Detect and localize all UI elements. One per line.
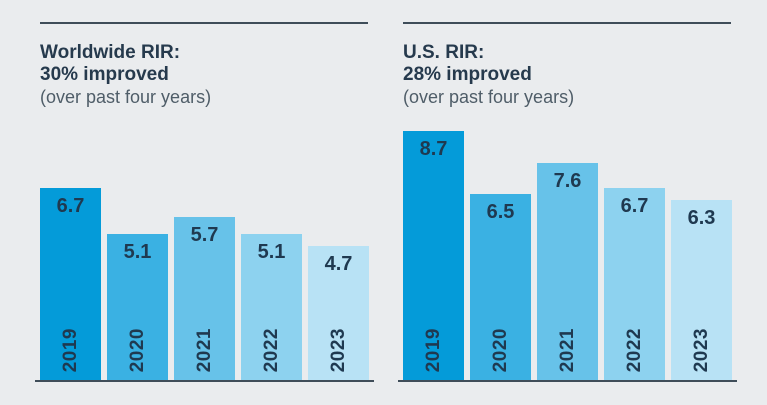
worldwide-bar-group: 6.7 2019 5.1 2020 5.7 2021 5.1 2022 4.7 2023 — [40, 188, 369, 380]
worldwide-title-block: Worldwide RIR: 30% improved (over past f… — [40, 42, 211, 109]
bar-year-label: 2023 — [327, 327, 349, 372]
bar-value-label: 5.1 — [257, 241, 286, 264]
bar-value-label: 6.7 — [620, 195, 649, 218]
us-x-axis-line — [398, 380, 737, 382]
bar-value-label: 6.3 — [687, 206, 716, 229]
bar-year-label: 2021 — [556, 327, 578, 372]
us-bar-group: 8.7 2019 6.5 2020 7.6 2021 6.7 2022 6.3 2023 — [403, 131, 732, 380]
bar-value-label: 5.1 — [123, 241, 152, 264]
worldwide-subtitle: (over past four years) — [40, 87, 212, 107]
bar-value-label: 4.7 — [324, 252, 353, 275]
bar-2020: 5.1 2020 — [107, 234, 168, 380]
us-title-block: U.S. RIR: 28% improved (over past four y… — [403, 42, 574, 109]
bar-2022: 6.7 2022 — [604, 188, 665, 380]
bar-year-label: 2021 — [193, 327, 215, 372]
us-title-line1: U.S. RIR: — [403, 42, 485, 63]
bar-year-label: 2019 — [59, 327, 81, 372]
bar-2020: 6.5 2020 — [470, 194, 531, 380]
bar-2023: 6.3 2023 — [671, 199, 732, 380]
bar-2023: 4.7 2023 — [308, 245, 369, 380]
bar-2021: 5.7 2021 — [174, 217, 235, 380]
bar-value-label: 5.7 — [190, 224, 219, 246]
bar-value-label: 6.5 — [486, 201, 515, 224]
worldwide-title-line1: Worldwide RIR: — [40, 42, 181, 63]
bar-2019: 6.7 2019 — [40, 188, 101, 380]
bar-year-label: 2022 — [260, 327, 282, 372]
worldwide-x-axis-line — [35, 380, 374, 382]
bar-value-label: 6.7 — [56, 195, 85, 218]
us-top-rule — [403, 22, 731, 24]
bar-year-label: 2020 — [126, 327, 148, 372]
bar-2019: 8.7 2019 — [403, 131, 464, 380]
bar-year-label: 2023 — [690, 327, 712, 372]
worldwide-rir-panel: Worldwide RIR: 30% improved (over past f… — [35, 0, 374, 405]
worldwide-top-rule — [40, 22, 368, 24]
us-rir-panel: U.S. RIR: 28% improved (over past four y… — [398, 0, 737, 405]
us-subtitle: (over past four years) — [403, 87, 575, 107]
bar-year-label: 2022 — [623, 327, 645, 372]
us-title-line2: 28% improved — [403, 64, 532, 85]
bar-2022: 5.1 2022 — [241, 234, 302, 380]
worldwide-title-line2: 30% improved — [40, 64, 169, 85]
bar-value-label: 7.6 — [553, 169, 582, 192]
bar-year-label: 2020 — [489, 327, 511, 372]
bar-2021: 7.6 2021 — [537, 162, 598, 380]
bar-value-label: 8.7 — [419, 138, 448, 161]
bar-year-label: 2019 — [422, 327, 444, 372]
